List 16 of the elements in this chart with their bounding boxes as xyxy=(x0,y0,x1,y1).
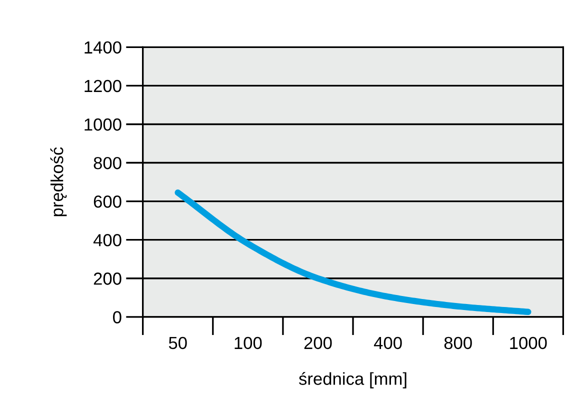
y-tick-label: 1400 xyxy=(84,41,122,54)
y-axis-title: prędkość xyxy=(50,147,67,216)
y-tick-label: 1200 xyxy=(84,80,122,92)
x-tick-label: 800 xyxy=(444,336,472,350)
y-tick-label: 200 xyxy=(94,272,122,285)
y-tick-label: 400 xyxy=(93,234,122,246)
x-tick-label: 1000 xyxy=(510,336,547,350)
x-axis-title: średnica [mm] xyxy=(298,372,406,388)
x-tick-label: 100 xyxy=(234,336,262,350)
y-tick-label: 600 xyxy=(94,195,122,208)
y-tick-label: 0 xyxy=(113,311,122,324)
x-tick-label: 400 xyxy=(374,336,402,350)
x-tick-label: 200 xyxy=(304,336,332,350)
y-tick-label: 1000 xyxy=(84,118,122,131)
y-tick-label: 800 xyxy=(94,156,122,170)
x-tick-label: 50 xyxy=(168,336,187,350)
